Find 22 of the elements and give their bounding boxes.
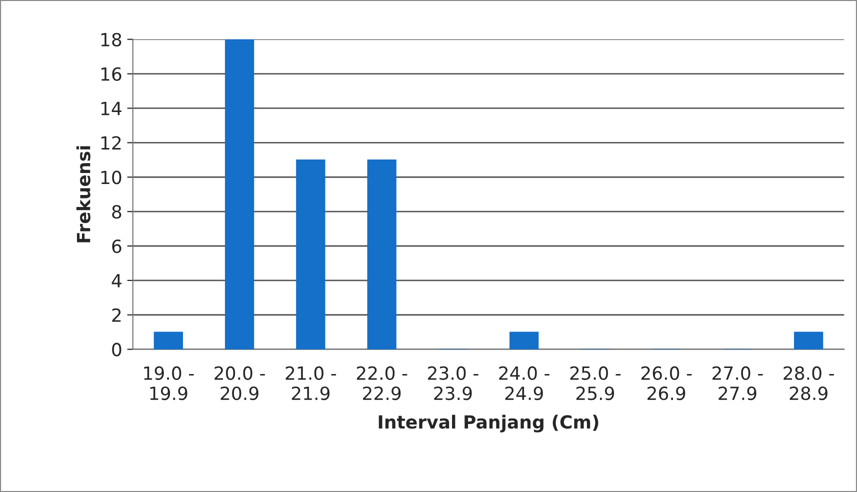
- y-tick-label: 18: [101, 32, 122, 46]
- x-tick-label: 26.0 - 26.9: [641, 366, 692, 400]
- x-tick-label: 27.0 - 27.9: [712, 366, 763, 400]
- y-tick-label: 10: [101, 170, 122, 184]
- y-tick-label: 8: [112, 205, 122, 219]
- x-axis-title: Interval Panjang (Cm): [378, 414, 598, 432]
- y-axis-title: Frekuensi: [76, 146, 90, 242]
- y-tick-label: 4: [112, 274, 122, 288]
- x-tick-label: 23.0 - 23.9: [428, 366, 478, 400]
- x-tick-label: 25.0 - 25.9: [570, 366, 621, 400]
- y-tick-label: 14: [101, 102, 122, 116]
- x-tick-label: 21.0 - 21.9: [286, 366, 336, 400]
- y-tick-label: 6: [112, 239, 122, 254]
- y-tick-label: 2: [112, 308, 121, 322]
- x-tick-label: 20.0 - 20.9: [214, 366, 265, 400]
- y-tick-label: 12: [101, 136, 121, 150]
- y-tick-label: 0: [112, 342, 122, 356]
- x-tick-label: 22.0 - 22.9: [356, 366, 408, 400]
- x-tick-label: 28.0 - 28.9: [784, 366, 834, 400]
- y-tick-label: 16: [101, 67, 122, 81]
- x-tick-label: 24.0 - 24.9: [499, 366, 550, 400]
- x-tick-label: 19.0 - 19.9: [144, 366, 194, 400]
